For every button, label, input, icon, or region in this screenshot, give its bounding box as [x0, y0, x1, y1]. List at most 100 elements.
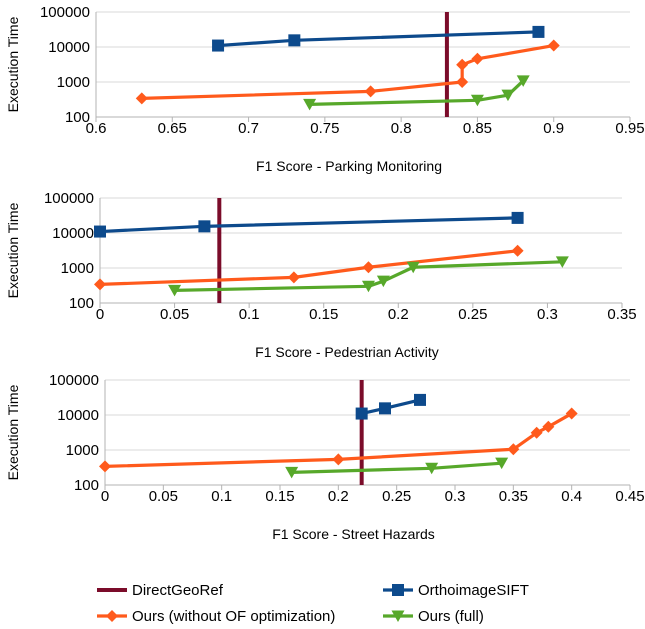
ours_full-point [303, 98, 317, 111]
ours_no_of-point [547, 39, 560, 52]
y-tick-label: 100000 [44, 190, 94, 207]
orthoimagesift-point [414, 393, 426, 406]
ours_no_of-point [94, 278, 106, 291]
legend-label: DirectGeoRef [132, 582, 224, 599]
y-axis-label: Execution Time [5, 16, 21, 112]
x-tick-label: 0.35 [607, 306, 636, 323]
ours_no_of-point [456, 58, 469, 71]
x-axis-label: F1 Score - Pedestrian Activity [255, 344, 439, 360]
orthoimagesift-point [288, 34, 301, 47]
x-axis-label: F1 Score - Parking Monitoring [256, 158, 442, 174]
x-tick-label: 0.45 [615, 488, 644, 505]
x-tick-label: 0 [96, 306, 104, 323]
orthoimagesift-series-line [99, 216, 518, 234]
ours_no_of-point [511, 244, 524, 257]
ours_no_of-point [362, 261, 375, 274]
ours_no_of-point [471, 52, 484, 65]
legend-marker [106, 610, 118, 622]
y-tick-label: 100000 [40, 4, 90, 21]
y-tick-label: 100 [69, 295, 94, 312]
ours_no_of-point [565, 407, 578, 420]
legend-item-ours_no_of: Ours (without OF optimization) [97, 608, 335, 625]
y-tick-label: 100 [74, 477, 99, 494]
x-tick-label: 0.35 [499, 488, 528, 505]
legend-label: OrthoimageSIFT [418, 582, 529, 599]
orthoimagesift-point [94, 225, 106, 238]
ours_no_of-point [287, 271, 300, 284]
ours_full-point [501, 89, 515, 102]
x-tick-label: 0.7 [238, 120, 259, 137]
legend-marker [392, 584, 404, 596]
x-tick-label: 0.95 [615, 120, 644, 137]
legend-label: Ours (full) [418, 608, 484, 625]
y-axis-label: Execution Time [5, 384, 21, 480]
x-tick-label: 0.3 [445, 488, 466, 505]
orthoimagesift-point [212, 39, 225, 52]
ours_no_of-point [135, 92, 148, 105]
x-axis-label: F1 Score - Street Hazards [272, 526, 435, 542]
x-tick-label: 0.15 [309, 306, 338, 323]
x-tick-label: 0.8 [391, 120, 412, 137]
ours_no_of-point [364, 85, 377, 98]
chart-pedestrian-activity: 100 1000 10000 100000 0 0.05 0.1 0.15 0.2 0.25 0.3… [5, 190, 637, 360]
x-tick-label: 0.05 [149, 488, 178, 505]
ours_full-series-line [309, 79, 525, 106]
x-tick-label: 0.2 [388, 306, 409, 323]
chart-parking-monitoring: 100 1000 10000 100000 0.6 0.65 0.7 0.75 0.8 0.85 0… [5, 4, 645, 174]
ours_full-point [470, 94, 484, 107]
y-tick-label: 10000 [52, 225, 94, 242]
legend-item-orthoimagesift: OrthoimageSIFT [383, 582, 529, 599]
ours_no_of-point [507, 443, 520, 456]
x-tick-label: 0.1 [239, 306, 260, 323]
x-tick-label: 0.75 [310, 120, 339, 137]
ours_full-point [376, 275, 390, 288]
x-tick-label: 0.4 [561, 488, 582, 505]
legend-item-directgeoref: DirectGeoRef [97, 582, 224, 599]
orthoimagesift-point [511, 211, 524, 224]
x-tick-label: 0.25 [458, 306, 487, 323]
ours_no_of-series-line [104, 412, 573, 468]
y-tick-label: 1000 [61, 260, 94, 277]
x-tick-label: 0.65 [158, 120, 187, 137]
x-tick-label: 0.85 [463, 120, 492, 137]
y-tick-label: 10000 [57, 407, 99, 424]
x-tick-label: 0.25 [382, 488, 411, 505]
x-tick-label: 0.1 [211, 488, 232, 505]
legend: DirectGeoRef OrthoimageSIFT Ours (without … [97, 582, 529, 625]
ours_full-point [495, 457, 509, 470]
y-tick-label: 1000 [57, 74, 90, 91]
x-tick-label: 0.05 [160, 306, 189, 323]
chart-street-hazards: 100 1000 10000 100000 0 0.05 0.1 0.15 0.2 0.25 0.3… [5, 372, 645, 542]
ours_no_of-point [530, 426, 543, 439]
y-tick-label: 1000 [66, 442, 99, 459]
ours_no_of-point [99, 460, 111, 473]
x-tick-label: 0 [101, 488, 109, 505]
y-tick-label: 100000 [49, 372, 99, 389]
orthoimagesift-point [198, 220, 211, 233]
ours_full-series-line [291, 461, 502, 474]
x-tick-label: 0.6 [86, 120, 107, 137]
x-tick-label: 0.3 [537, 306, 558, 323]
orthoimagesift-series-line [217, 30, 539, 48]
ours_no_of-series-line [141, 43, 554, 100]
x-tick-label: 0.9 [543, 120, 564, 137]
legend-marker [391, 610, 405, 622]
y-axis-label: Execution Time [5, 202, 21, 298]
orthoimagesift-point [532, 25, 545, 38]
ours_no_of-point [332, 453, 345, 466]
ours_no_of-series-line [99, 249, 518, 286]
ours_no_of-point [456, 76, 469, 88]
orthoimagesift-point [379, 402, 391, 415]
ours_no_of-point [542, 420, 555, 433]
y-tick-label: 100 [65, 109, 90, 126]
ours_full-point [285, 466, 299, 479]
orthoimagesift-point [355, 407, 368, 420]
x-tick-label: 0.2 [328, 488, 349, 505]
ours_full-point [168, 284, 182, 297]
ours_full-point [555, 256, 569, 268]
ours_full-point [425, 462, 439, 475]
legend-item-ours_full: Ours (full) [383, 608, 484, 625]
ours_full-point [361, 280, 375, 293]
ours_full-point [516, 75, 530, 87]
